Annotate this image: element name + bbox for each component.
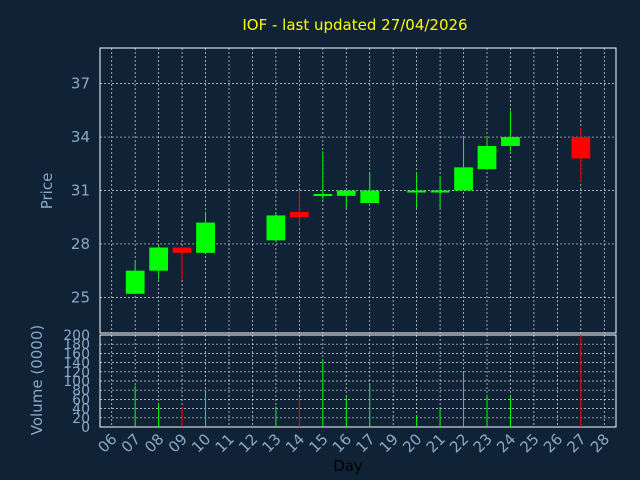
- candle-body: [571, 137, 591, 159]
- x-tick-label: 16: [329, 430, 355, 456]
- price-tick-label: 31: [71, 182, 90, 200]
- candle-body: [196, 222, 215, 253]
- volume-bars: [134, 335, 582, 427]
- candle-body: [336, 190, 356, 196]
- x-tick-label: 22: [446, 430, 472, 456]
- candle-body: [477, 145, 497, 170]
- price-tick-labels: 25 28 31 34 37: [71, 75, 90, 307]
- volume-tick-label: 140: [63, 356, 90, 372]
- x-tick-label: 13: [259, 430, 285, 456]
- x-tick-label: 20: [399, 430, 425, 456]
- volume-tick-label: 180: [63, 337, 90, 353]
- candle-body: [172, 247, 192, 253]
- x-tick-label: 17: [352, 430, 378, 456]
- volume-tick-label: 20: [72, 411, 90, 427]
- candle-body: [266, 215, 286, 241]
- x-axis-label: Day: [333, 457, 363, 475]
- x-tick-label: 23: [470, 430, 496, 456]
- x-tick-label: 27: [563, 430, 589, 456]
- x-tick-label: 21: [423, 430, 449, 456]
- x-tick-labels: 0607080910111213141516171920212223242526…: [94, 430, 613, 456]
- volume-tick-label: 120: [63, 365, 90, 381]
- candle-body: [313, 194, 333, 197]
- x-tick-label: 06: [94, 430, 120, 456]
- volume-tick-label: 40: [72, 402, 90, 418]
- candle-body: [454, 167, 473, 191]
- price-axis-label: Price: [38, 173, 56, 210]
- x-tick-label: 24: [493, 430, 519, 456]
- candle-body: [360, 190, 380, 203]
- x-tick-label: 09: [165, 430, 191, 456]
- x-tick-label: 15: [305, 430, 331, 456]
- x-tick-label: 11: [212, 430, 238, 456]
- chart-title: IOF - last updated 27/04/2026: [242, 16, 467, 34]
- candle-body: [289, 211, 309, 218]
- price-tick-label: 37: [71, 75, 90, 93]
- x-tick-label: 10: [188, 430, 214, 456]
- x-tick-label: 26: [540, 430, 566, 456]
- x-tick-label: 19: [376, 430, 402, 456]
- volume-tick-label: 160: [63, 346, 90, 362]
- price-tick-label: 28: [71, 235, 90, 253]
- volume-axis-label: Volume (0000): [28, 325, 46, 435]
- candles: [125, 110, 591, 294]
- volume-tick-label: 200: [63, 328, 90, 344]
- x-tick-label: 25: [517, 430, 543, 456]
- candle-body: [125, 270, 145, 294]
- x-tick-label: 14: [282, 430, 308, 456]
- volume-tick-label: 100: [63, 374, 90, 390]
- price-grid: [100, 48, 616, 333]
- volume-tick-label: 60: [72, 392, 90, 408]
- price-tick-label: 25: [71, 288, 90, 306]
- x-tick-label: 07: [118, 430, 144, 456]
- volume-tick-label: 0: [81, 420, 90, 436]
- x-tick-label: 12: [235, 430, 261, 456]
- candle-body: [407, 190, 427, 193]
- x-tick-label: 28: [587, 430, 613, 456]
- x-tick-label: 08: [141, 430, 167, 456]
- price-tick-label: 34: [71, 128, 90, 146]
- volume-tick-label: 80: [72, 383, 90, 399]
- volume-grid: [100, 334, 616, 428]
- candle-body: [501, 137, 520, 146]
- candle-body: [149, 247, 169, 271]
- candle-body: [430, 190, 450, 193]
